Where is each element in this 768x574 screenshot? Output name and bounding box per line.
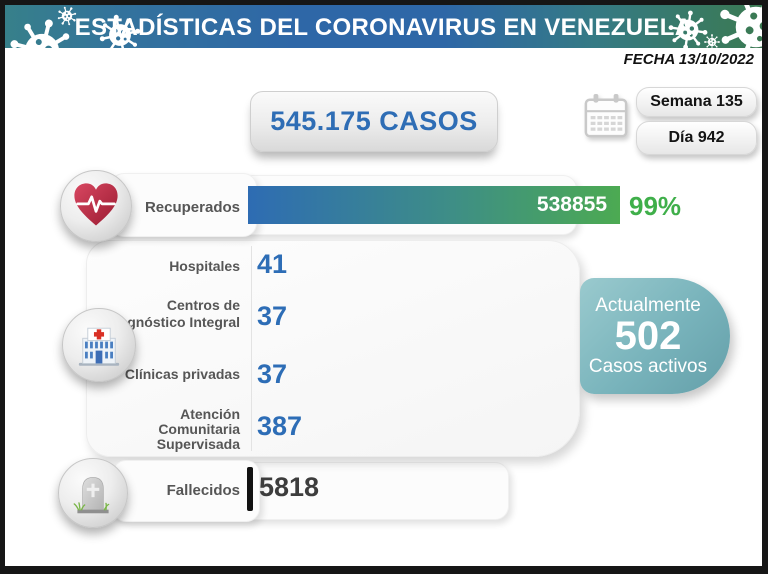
date-label: FECHA 13/10/2022 [623, 51, 754, 68]
deceased-tick-bar [247, 467, 253, 511]
total-cases-box: 545.175 CASOS [250, 91, 498, 152]
facility-value-cdi: 37 [257, 301, 288, 331]
calendar-icon [584, 93, 628, 138]
recovered-percent: 99% [629, 191, 682, 221]
hospital-icon [62, 308, 136, 382]
total-cases-value: 545.175 CASOS [270, 106, 478, 136]
recovered-progress-bar: 538855 [248, 186, 620, 224]
facility-label-acs-line2: Comunitaria [158, 421, 240, 437]
header-banner: ESTADÍSTICAS DEL CORONAVIRUS EN VENEZUEL… [5, 4, 762, 48]
facility-label-clinicas: Clínicas privadas [124, 366, 240, 382]
facility-label-cdi-line2: Diagnóstico Integral [105, 314, 240, 330]
panel-divider [251, 246, 252, 451]
heart-pulse-icon [60, 170, 132, 242]
active-cases-word: Actualmente [595, 295, 701, 316]
facility-label-acs-line1: Atención [180, 406, 240, 422]
facility-value-hospitales: 41 [257, 249, 288, 279]
deceased-label-box [112, 460, 260, 522]
page-title: ESTADÍSTICAS DEL CORONAVIRUS EN VENEZUEL… [74, 14, 693, 41]
facility-label-hospitales: Hospitales [169, 258, 240, 274]
deceased-value: 5818 [259, 472, 320, 502]
active-cases-caption: Casos activos [588, 356, 708, 377]
day-badge: Día 942 [636, 121, 757, 155]
active-cases-value: 502 [614, 314, 682, 358]
week-badge: Semana 135 [636, 87, 757, 117]
day-label: Día 942 [668, 129, 725, 146]
deceased-label: Fallecidos [166, 482, 240, 499]
facility-value-clinicas: 37 [257, 359, 288, 389]
recovered-label: Recuperados [144, 199, 240, 216]
tombstone-icon [58, 458, 128, 528]
week-label: Semana 135 [650, 93, 743, 110]
facility-label-acs-line3: Supervisada [156, 436, 240, 452]
active-cases-callout: Actualmente 502 Casos activos [580, 278, 730, 394]
active-cases-panel [86, 240, 580, 457]
facility-label-cdi-line1: Centros de [166, 297, 240, 313]
facility-value-acs: 387 [257, 411, 303, 441]
recovered-value: 538855 [536, 193, 607, 216]
